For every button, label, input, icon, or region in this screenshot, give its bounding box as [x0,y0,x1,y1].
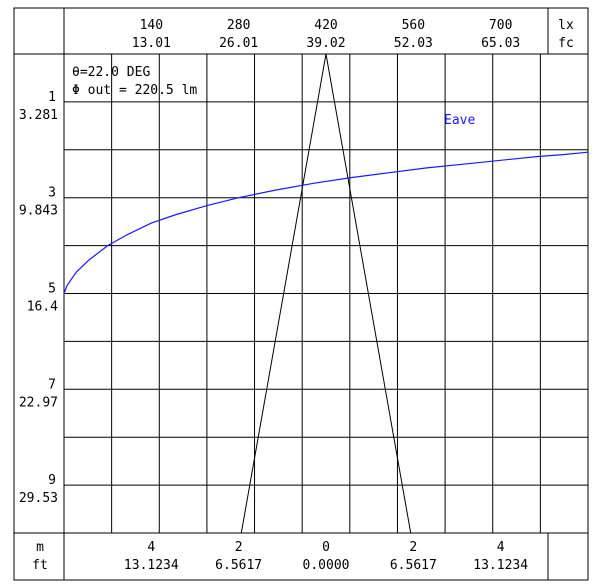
grid-lines [64,54,588,533]
bottom-tick-ft: 13.1234 [473,558,528,573]
left-tick-m: 7 [48,377,56,392]
beam-cone [240,53,412,534]
bottom-tick-ft: 13.1234 [124,558,179,573]
bottom-tick-m: 2 [409,540,417,555]
left-tick-ft: 9.843 [19,204,58,219]
beam-left-edge [240,53,327,534]
top-tick-lx: 280 [227,18,250,33]
top-tick-lx: 420 [314,18,337,33]
flux-annotation: Φ out = 220.5 lm [72,83,197,98]
bottom-tick-ft: 6.5617 [215,558,262,573]
top-tick-fc: 26.01 [219,36,258,51]
series-line-eave [63,151,589,294]
top-tick-fc: 65.03 [481,36,520,51]
left-tick-ft: 3.281 [19,108,58,123]
top-tick-fc: 13.01 [132,36,171,51]
top-tick-lx: 700 [489,18,512,33]
left-tick-m: 9 [48,473,56,488]
beam-right-edge [325,53,412,534]
top-tick-fc: 39.02 [306,36,345,51]
bottom-tick-m: 4 [497,540,505,555]
bottom-unit-ft: ft [32,558,48,573]
left-tick-m: 5 [48,282,56,297]
top-unit-lx: lx [558,18,574,33]
left-tick-ft: 16.4 [27,300,58,315]
top-unit-fc: fc [558,36,574,51]
left-tick-ft: 29.53 [19,491,58,506]
series-group [63,151,589,294]
bottom-tick-ft: 0.0000 [303,558,350,573]
theta-annotation: θ=22.0 DEG [72,65,150,80]
bottom-axis-ticks: 4 13.1234 2 6.5617 0 0.0000 2 6.5617 4 13.1234 [124,540,528,573]
left-tick-m: 3 [48,186,56,201]
bottom-tick-m: 0 [322,540,330,555]
left-tick-m: 1 [48,90,56,105]
bottom-unit-m: m [36,540,44,555]
left-tick-ft: 22.97 [19,395,58,410]
bottom-tick-ft: 6.5617 [390,558,437,573]
bottom-tick-m: 4 [147,540,155,555]
left-axis-ticks: 1 3.281 3 9.843 5 16.4 7 22.97 9 29.53 [19,90,58,506]
top-tick-fc: 52.03 [394,36,433,51]
top-axis-ticks: 140 13.01 280 26.01 420 39.02 560 52.03 700 65.03 [132,18,520,51]
top-tick-lx: 560 [402,18,425,33]
bottom-tick-m: 2 [235,540,243,555]
top-tick-lx: 140 [140,18,163,33]
series-label-eave: Eave [444,113,475,128]
